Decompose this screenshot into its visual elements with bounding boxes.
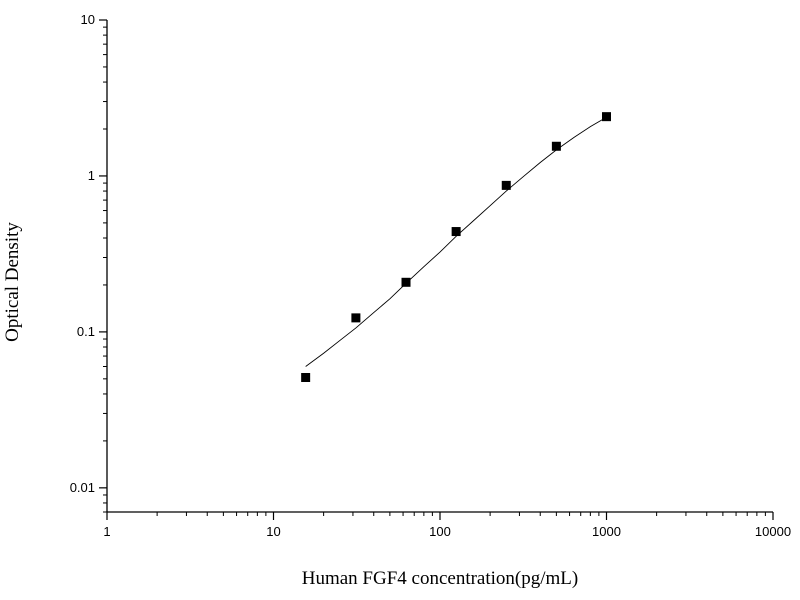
data-point (602, 112, 611, 122)
axes (106, 20, 773, 513)
y-tick-label: 0.1 (77, 324, 95, 339)
data-point (451, 227, 461, 237)
data-point (301, 372, 311, 382)
data-point (351, 313, 361, 323)
data-point (501, 180, 511, 190)
fit-curve-layer (305, 116, 607, 367)
x-axis-title: Human FGF4 concentration(pg/mL) (302, 568, 579, 589)
y-tick-label: 0.01 (70, 480, 95, 495)
fit-curve (305, 116, 607, 367)
x-tick-label: 100 (429, 524, 451, 539)
y-tick-label: 10 (81, 12, 95, 27)
x-tick-label: 10 (266, 524, 280, 539)
data-points-layer (301, 112, 611, 382)
axis-ticks (99, 19, 774, 520)
data-point (551, 141, 561, 151)
x-tick-label: 1 (103, 524, 110, 539)
y-tick-label: 1 (88, 168, 95, 183)
x-tick-label: 1000 (592, 524, 621, 539)
axis-tick-labels: 1 10 100 1000 10000 0.01 0.1 1 10 (70, 12, 791, 539)
x-tick-label: 10000 (755, 524, 791, 539)
data-point (401, 277, 411, 287)
y-axis-title: Optical Density (2, 222, 23, 342)
